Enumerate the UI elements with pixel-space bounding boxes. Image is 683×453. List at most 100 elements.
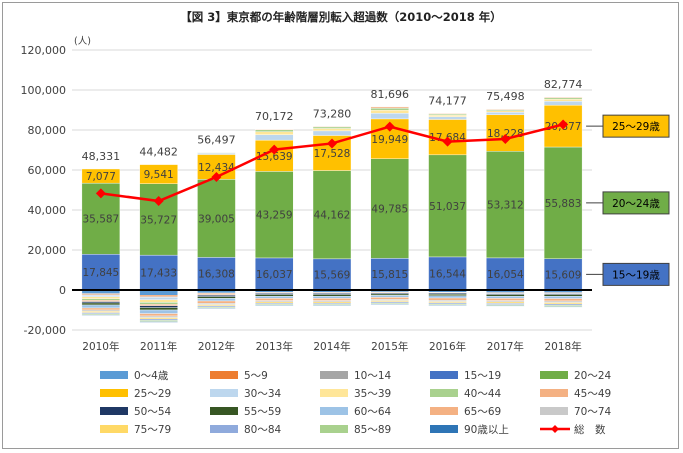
bar-segment-75-79: [543, 302, 583, 305]
bar-segment-35-39: [81, 296, 121, 299]
y-tick-label: 120,000: [21, 44, 67, 57]
bar-segment-40-44: [255, 129, 294, 132]
y-tick-label: 60,000: [28, 164, 67, 177]
legend-label-40-44: 40～44: [464, 388, 502, 400]
total-marker: [153, 196, 164, 207]
bar-segment-45-49: [486, 108, 525, 110]
data-label-25-29: 19,949: [371, 134, 408, 146]
bar-segment-45-49: [255, 128, 294, 130]
bar-segment-90: [312, 305, 352, 307]
bar-segment-45-49: [312, 126, 352, 128]
legend-label-70-74: 70～74: [574, 406, 612, 418]
callout-label-15-19: 15～19歳: [612, 269, 660, 281]
bar-segment-55-59: [543, 294, 583, 297]
legend-label-35-39: 35～39: [354, 388, 391, 400]
legend-label-15-19: 15～19: [464, 370, 501, 382]
x-tick-label: 2011年: [140, 340, 177, 353]
data-label-15-19: 17,845: [83, 267, 120, 279]
bar-segment-30-34: [428, 116, 467, 120]
bar-segment-55-59: [81, 302, 121, 306]
x-tick-label: 2017年: [487, 340, 524, 353]
callout-label-20-24: 20～24歳: [612, 198, 660, 210]
legend-swatch-35-39: [320, 389, 348, 397]
total-label: 74,177: [428, 94, 467, 107]
x-tick-label: 2018年: [544, 340, 581, 353]
bar-segment-5-9: [139, 295, 178, 297]
data-label-20-24: 35,587: [83, 214, 120, 226]
y-tick-label: -20,000: [24, 324, 66, 337]
bar-segment-60-64: [81, 304, 121, 309]
bar-segment-25-29: [486, 114, 525, 152]
data-label-20-24: 49,785: [371, 204, 408, 216]
bar-segment-75-79: [486, 301, 525, 304]
bar-segment-15-19: [139, 254, 178, 291]
bar-segment-65-69: [370, 297, 409, 300]
bar-segment-35-39: [255, 131, 294, 135]
data-label-20-24: 55,883: [545, 198, 582, 210]
data-label-15-19: 17,433: [140, 268, 177, 280]
bar-segment-35-39: [486, 110, 525, 113]
data-label-20-24: 53,312: [487, 200, 524, 212]
total-marker: [327, 138, 337, 149]
legend-swatch-30-34: [210, 389, 238, 397]
legend-label-55-59: 55～59: [244, 406, 281, 418]
data-label-25-29: 17,528: [314, 148, 351, 160]
legend-label-50-54: 50～54: [134, 406, 172, 418]
bar-segment-45-49: [370, 106, 409, 109]
bar-segment-50-54: [81, 301, 121, 304]
bar-segment-65-69: [312, 298, 352, 301]
bar-segment-35-39: [428, 115, 467, 117]
bar-segment-90: [370, 303, 409, 305]
total-label: 81,696: [371, 88, 410, 101]
bar-segment-55-59: [428, 294, 467, 297]
bar-segment-45-49: [81, 300, 121, 302]
bar-segment-60-64: [255, 296, 294, 299]
bar-segment-65-69: [81, 307, 121, 311]
bar-segment-55-59: [255, 294, 294, 297]
bar-segment-55-59: [312, 294, 352, 297]
legend-swatch-15-19: [430, 371, 458, 379]
data-label-15-19: 15,609: [545, 269, 582, 281]
bar-segment-65-69: [255, 298, 294, 301]
legend-label-0-4: 0～4歳: [134, 370, 169, 382]
bar-segment-40-44: [312, 126, 352, 129]
bar-segment-30-34: [139, 297, 178, 300]
callout-box-25-29: [602, 114, 670, 138]
legend-label-20-24: 20～24: [574, 370, 612, 382]
legend-swatch-25-29: [100, 389, 128, 397]
legend-swatch-45-49: [540, 389, 568, 397]
legend-label-45-49: 45～49: [574, 388, 611, 400]
total-label: 75,498: [486, 90, 525, 103]
legend-swatch-70-74: [540, 407, 568, 415]
legend-swatch-85-89: [320, 425, 348, 433]
legend-swatch-80-84: [210, 425, 238, 433]
y-tick-label: 100,000: [21, 84, 67, 97]
bar-segment-40-44: [543, 97, 583, 100]
data-label-20-24: 43,259: [256, 210, 293, 222]
bar-segment-30-34: [255, 134, 294, 141]
y-tick-label: 0: [59, 284, 66, 297]
data-label-20-24: 35,727: [140, 214, 177, 226]
bar-segment-20-24: [428, 154, 467, 258]
bar-segment-60-64: [543, 296, 583, 299]
bar-segment-70-74: [312, 300, 352, 303]
total-label: 73,280: [313, 107, 352, 120]
bar-segment-45-49: [543, 96, 583, 99]
bar-segment-60-64: [312, 296, 352, 299]
data-label-15-19: 16,054: [487, 269, 524, 281]
data-label-20-24: 39,005: [198, 213, 235, 225]
bar-segment-30-34: [312, 130, 352, 136]
bar-segment-45-49: [428, 113, 467, 115]
data-label-15-19: 15,569: [314, 269, 351, 281]
bar-segment-15-19: [370, 258, 409, 291]
bar-segment-40-44: [81, 298, 121, 301]
total-label: 70,172: [255, 110, 294, 123]
y-tick-label: 40,000: [28, 204, 67, 217]
legend-label-90: 90歳以上: [464, 424, 509, 436]
bar-segment-20-24: [255, 171, 294, 259]
bar-segment-80-84: [543, 303, 583, 306]
legend-label-5-9: 5～9: [244, 370, 268, 382]
x-tick-label: 2013年: [256, 340, 293, 353]
total-marker: [211, 172, 222, 183]
total-label: 56,497: [197, 133, 236, 146]
